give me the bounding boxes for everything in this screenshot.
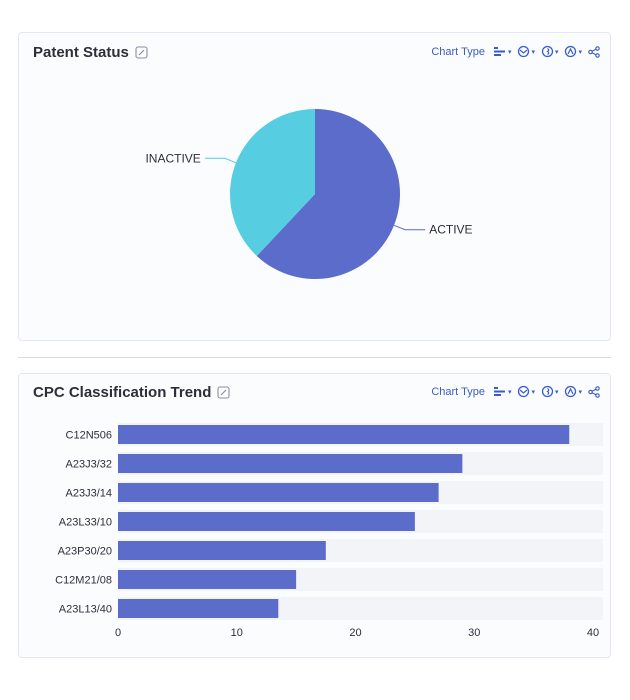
line-chart-type-button[interactable]: ▾ bbox=[564, 45, 582, 58]
pie-label-inactive: INACTIVE bbox=[145, 151, 200, 165]
share-icon bbox=[588, 45, 600, 58]
chevron-down-icon: ▾ bbox=[531, 48, 535, 56]
bar[interactable] bbox=[118, 483, 439, 502]
patent-status-title-row: Patent Status bbox=[33, 44, 148, 61]
pie-label-active: ACTIVE bbox=[429, 223, 472, 237]
category-label: C12M21/08 bbox=[55, 575, 112, 587]
category-label: A23P30/20 bbox=[58, 546, 112, 558]
bar-chart-icon bbox=[493, 386, 507, 398]
category-label: A23L13/40 bbox=[59, 604, 112, 616]
pie-chart-type-button[interactable]: ▾ bbox=[541, 45, 559, 58]
bar[interactable] bbox=[118, 454, 463, 473]
chart-type-label: Chart Type bbox=[431, 385, 485, 398]
x-tick-label: 0 bbox=[115, 627, 121, 639]
map-chart-type-button[interactable]: ▾ bbox=[517, 385, 535, 398]
map-chart-type-button[interactable]: ▾ bbox=[517, 45, 535, 58]
patent-status-card: Patent Status Chart Type ▾ ▾ ▾ ▾ ACTIVE I… bbox=[18, 32, 611, 341]
pie-label-line bbox=[393, 224, 426, 231]
chart-toolbar: Chart Type ▾ ▾ ▾ ▾ bbox=[431, 45, 600, 58]
category-label: A23L33/10 bbox=[59, 517, 112, 529]
bar-chart-type-button[interactable]: ▾ bbox=[493, 386, 512, 398]
pie-slice-active[interactable] bbox=[256, 109, 401, 279]
card-title: CPC Classification Trend bbox=[33, 384, 212, 401]
pie-slice-inactive[interactable] bbox=[230, 109, 315, 256]
bar[interactable] bbox=[118, 570, 297, 589]
patent-status-pie-chart: ACTIVE INACTIVE bbox=[145, 109, 473, 279]
chevron-down-icon: ▾ bbox=[531, 388, 535, 396]
chevron-down-icon: ▾ bbox=[554, 388, 559, 396]
line-icon bbox=[564, 45, 577, 58]
x-tick-label: 40 bbox=[587, 627, 599, 639]
card-title: Patent Status bbox=[33, 44, 129, 61]
line-icon bbox=[564, 385, 577, 398]
bar[interactable] bbox=[118, 512, 415, 531]
edit-icon[interactable] bbox=[135, 46, 148, 59]
share-button[interactable] bbox=[588, 385, 600, 398]
cpc-title-row: CPC Classification Trend bbox=[33, 384, 230, 401]
line-chart-type-button[interactable]: ▾ bbox=[564, 385, 582, 398]
cpc-classification-card: CPC Classification Trend Chart Type ▾ ▾ … bbox=[18, 373, 611, 658]
share-button[interactable] bbox=[588, 45, 600, 58]
chevron-down-icon: ▾ bbox=[578, 388, 582, 396]
bar[interactable] bbox=[118, 425, 570, 444]
bar-chart-type-button[interactable]: ▾ bbox=[493, 46, 512, 58]
chevron-down-icon: ▾ bbox=[578, 48, 582, 56]
category-label: C12N506 bbox=[66, 430, 112, 442]
pie-icon bbox=[541, 45, 554, 58]
share-icon bbox=[588, 385, 600, 398]
chevron-down-icon: ▾ bbox=[507, 48, 512, 56]
chart-toolbar: Chart Type ▾ ▾ ▾ ▾ bbox=[431, 385, 600, 398]
pie-icon bbox=[541, 385, 554, 398]
globe-icon bbox=[517, 45, 530, 58]
category-label: A23J3/32 bbox=[66, 459, 112, 471]
chevron-down-icon: ▾ bbox=[554, 48, 559, 56]
category-label: A23J3/14 bbox=[66, 488, 112, 500]
x-tick-label: 20 bbox=[349, 627, 361, 639]
bar[interactable] bbox=[118, 541, 326, 560]
bar-chart-icon bbox=[493, 46, 507, 58]
chevron-down-icon: ▾ bbox=[507, 388, 512, 396]
pie-chart-type-button[interactable]: ▾ bbox=[541, 385, 559, 398]
edit-icon[interactable] bbox=[217, 386, 230, 399]
x-tick-label: 10 bbox=[231, 627, 243, 639]
globe-icon bbox=[517, 385, 530, 398]
x-tick-label: 30 bbox=[468, 627, 480, 639]
bar[interactable] bbox=[118, 599, 279, 618]
cpc-bar-chart: C12N506 A23J3/32 A23J3/14 A23L33/10 A23P30/2… bbox=[55, 423, 603, 639]
pie-label-line bbox=[204, 157, 237, 164]
chart-type-label: Chart Type bbox=[431, 45, 485, 58]
section-divider bbox=[18, 357, 611, 358]
